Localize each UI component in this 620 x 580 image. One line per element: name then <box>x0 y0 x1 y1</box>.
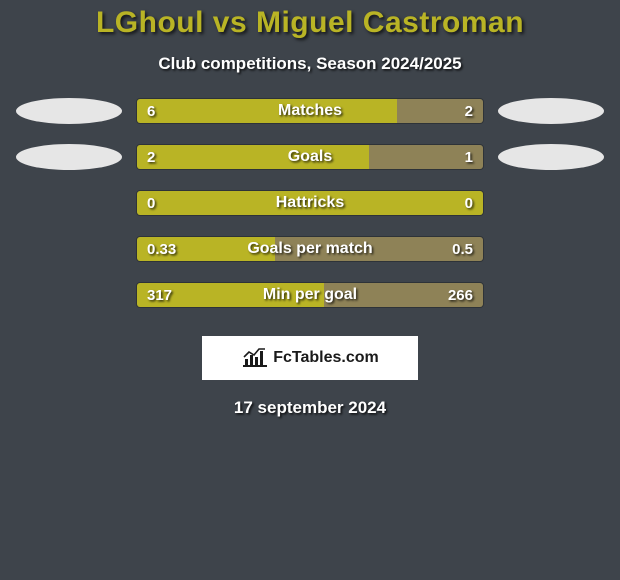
stat-rows: 62Matches 21Goals 00Hattricks 0.330.5Goals … <box>0 98 620 308</box>
title-text: LGhoul vs Miguel Castroman <box>96 6 524 39</box>
date-line: 17 september 2024 <box>0 398 620 418</box>
stat-bar-left <box>137 191 483 215</box>
stat-bar: 0.330.5Goals per match <box>136 236 484 262</box>
stat-row: 21Goals <box>0 144 620 170</box>
row-spacer <box>16 190 122 216</box>
stat-bar: 21Goals <box>136 144 484 170</box>
stat-bar-left <box>137 237 275 261</box>
stat-row: 62Matches <box>0 98 620 124</box>
stat-bar-right <box>324 283 483 307</box>
player-right-ellipse <box>498 98 604 124</box>
player-right-ellipse <box>498 144 604 170</box>
row-spacer <box>498 236 604 262</box>
comparison-infographic: LGhoul vs Miguel Castroman Club competit… <box>0 0 620 580</box>
stat-row: 00Hattricks <box>0 190 620 216</box>
stat-bar-left <box>137 283 324 307</box>
row-spacer <box>498 282 604 308</box>
row-spacer <box>16 282 122 308</box>
brand-text: FcTables.com <box>273 349 379 367</box>
row-spacer <box>498 190 604 216</box>
row-spacer <box>16 236 122 262</box>
page-title: LGhoul vs Miguel Castroman <box>0 0 620 40</box>
stat-bar: 62Matches <box>136 98 484 124</box>
stat-row: 0.330.5Goals per match <box>0 236 620 262</box>
brand-box: FcTables.com <box>202 336 418 380</box>
stat-bar-right <box>275 237 483 261</box>
brand-chart-icon <box>241 347 267 369</box>
stat-bar-right <box>397 99 484 123</box>
stat-bar: 00Hattricks <box>136 190 484 216</box>
stat-bar: 317266Min per goal <box>136 282 484 308</box>
stat-bar-right <box>369 145 483 169</box>
stat-bar-left <box>137 99 397 123</box>
stat-bar-left <box>137 145 369 169</box>
player-left-ellipse <box>16 98 122 124</box>
player-left-ellipse <box>16 144 122 170</box>
subtitle: Club competitions, Season 2024/2025 <box>0 54 620 74</box>
stat-row: 317266Min per goal <box>0 282 620 308</box>
